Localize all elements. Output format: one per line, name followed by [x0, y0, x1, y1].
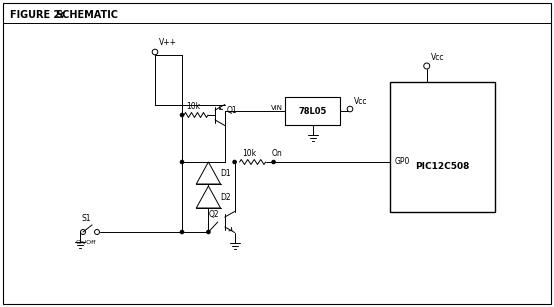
Bar	[285, 97, 340, 125]
Text: 10k: 10k	[186, 102, 200, 111]
Text: On: On	[271, 149, 283, 158]
Text: PIC12C508: PIC12C508	[416, 162, 470, 171]
Circle shape	[180, 113, 184, 117]
Text: Q1: Q1	[227, 107, 238, 115]
Text: GP0: GP0	[395, 157, 411, 166]
Circle shape	[233, 160, 237, 164]
Circle shape	[180, 160, 184, 164]
Text: FIGURE 2:: FIGURE 2:	[10, 10, 64, 20]
Text: Q2: Q2	[209, 209, 219, 219]
Text: SCHEMATIC: SCHEMATIC	[55, 10, 118, 20]
Circle shape	[272, 160, 275, 164]
Text: S1: S1	[81, 214, 91, 223]
Text: VIN: VIN	[271, 105, 283, 111]
Circle shape	[180, 230, 184, 234]
Text: 78L05: 78L05	[298, 107, 327, 115]
Circle shape	[207, 230, 210, 234]
Text: 10k: 10k	[243, 149, 257, 158]
Text: D1: D1	[220, 169, 231, 177]
Text: Vcc: Vcc	[431, 53, 444, 62]
Text: On/Off: On/Off	[76, 239, 96, 244]
Text: Vcc: Vcc	[354, 97, 367, 106]
Text: V++: V++	[159, 38, 177, 47]
Bar	[390, 82, 495, 212]
Text: D2: D2	[220, 192, 231, 201]
